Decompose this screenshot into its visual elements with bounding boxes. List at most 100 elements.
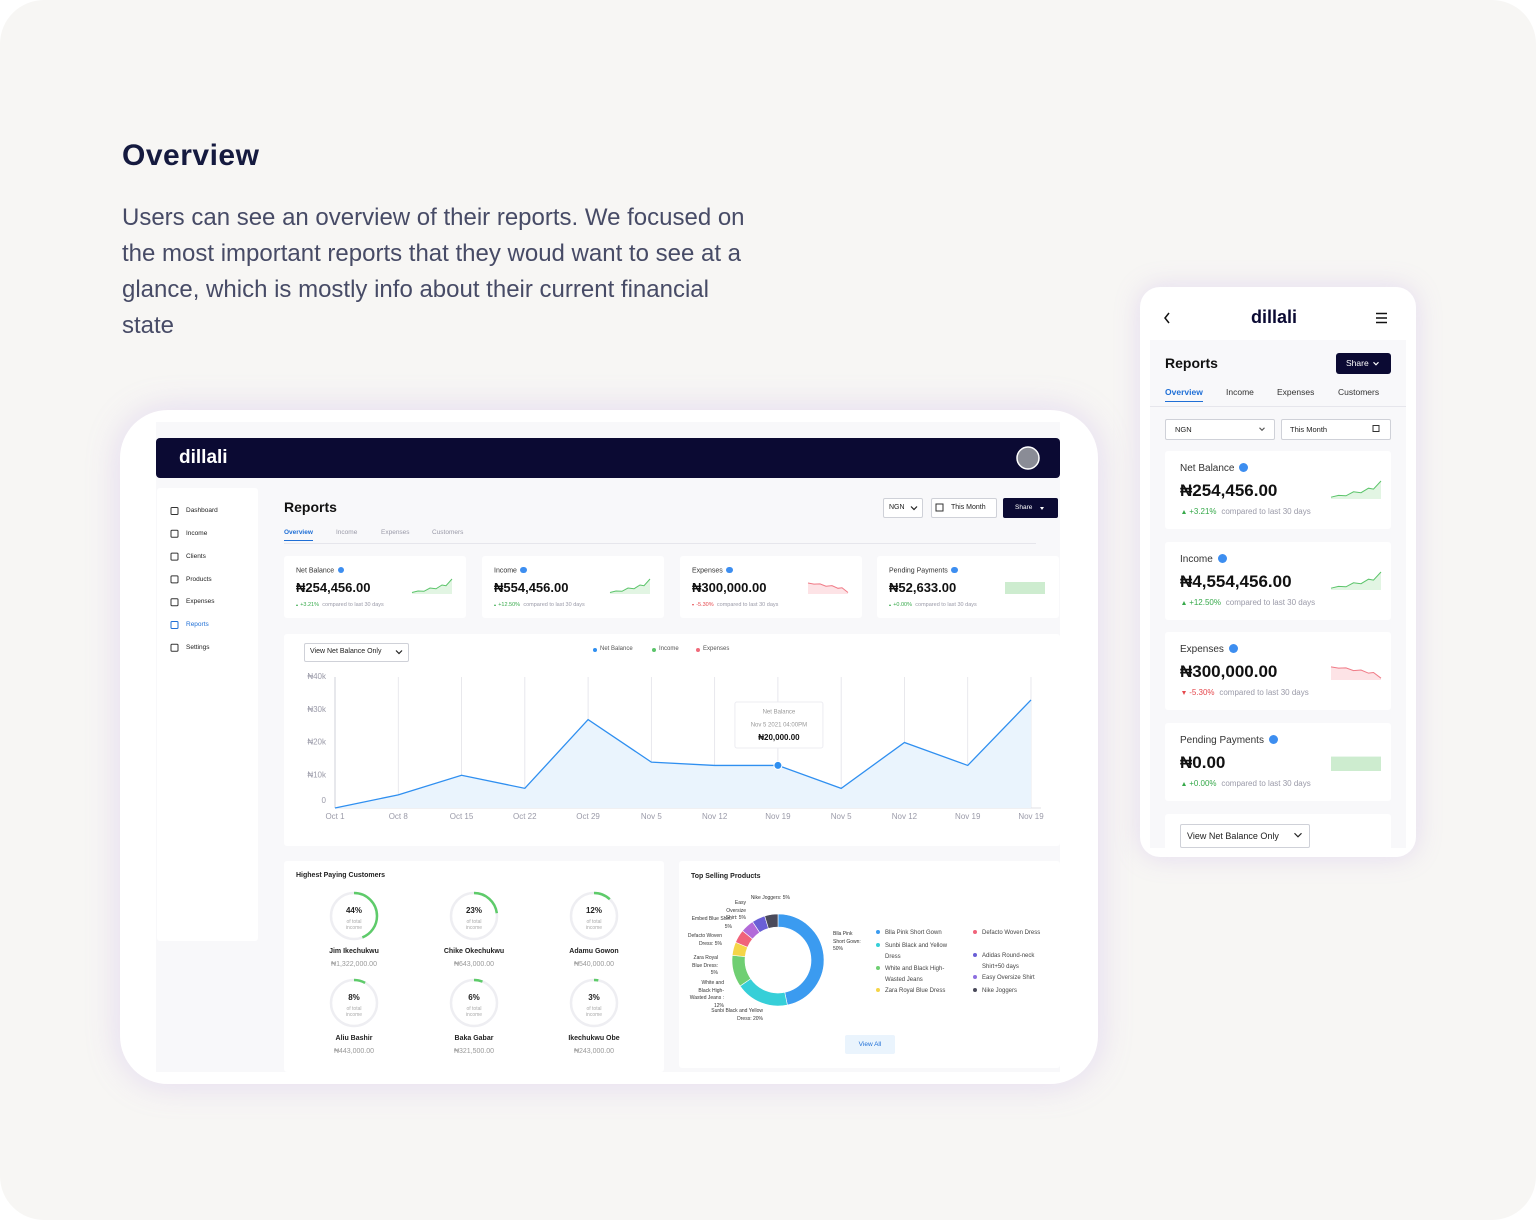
sidebar	[157, 488, 258, 941]
legend-label: Zara Royal Blue Dress	[885, 988, 946, 995]
donut-label: Sunbi Black and Yellow Dress: 20%	[711, 1008, 763, 1022]
card-change: -5.30%	[692, 602, 713, 609]
view-all-button[interactable]	[845, 1035, 895, 1054]
card-note: compared to last 30 days	[1221, 779, 1311, 789]
ring-label: 6%	[468, 993, 480, 1003]
avatar	[1016, 446, 1040, 470]
card-note: compared to last 30 days	[322, 601, 384, 608]
line	[334, 699, 1032, 809]
customer-name: Chike Okechukwu	[443, 947, 505, 955]
panel-title: Top Selling Products	[691, 872, 761, 880]
card-note: compared to last 30 days	[1219, 688, 1309, 698]
card-value: ₦254,456.00	[1180, 480, 1278, 500]
ring-value	[449, 978, 499, 1028]
mobile-header	[1150, 300, 1406, 340]
chevron	[1373, 361, 1379, 366]
sparkline	[609, 578, 651, 593]
sparkline-area	[1331, 666, 1381, 680]
share-button[interactable]	[1003, 498, 1058, 518]
y-tick-label: ₦40k	[307, 672, 327, 681]
card-change: +3.21%	[1182, 507, 1216, 517]
nav-icon	[170, 643, 179, 652]
nav-icon	[170, 529, 179, 538]
legend-label: White and Black High-Wasted Jeans	[885, 966, 945, 984]
legend-label: Nike Joggers	[982, 988, 1018, 995]
section-title: Reports	[1165, 354, 1218, 371]
ring-label: 23%	[465, 906, 482, 916]
card-label: Expenses	[1180, 644, 1238, 656]
legend-dot	[973, 930, 977, 934]
period-select-text: This Month	[951, 503, 986, 511]
ring-note: of total income	[585, 919, 603, 931]
card-change: +12.50%	[1182, 598, 1221, 608]
card-label: Income	[494, 567, 527, 576]
card-value: ₦0.00	[1180, 752, 1226, 772]
card-note: compared to last 30 days	[1225, 598, 1316, 608]
customer-amount: ₦243,000.00	[573, 1047, 615, 1055]
card-change: +12.50%	[494, 602, 520, 609]
share-button-text: Share	[1346, 358, 1369, 369]
customer-amount: ₦540,000.00	[573, 960, 615, 968]
y-tick-label: ₦10k	[307, 770, 327, 779]
sparkline	[1330, 480, 1382, 498]
view-all-text: View All	[858, 1040, 882, 1048]
sparkline	[1005, 582, 1045, 594]
card-change-row: +3.21% compared to last 30 days	[1182, 507, 1311, 517]
back-icon	[1164, 312, 1170, 324]
legend-dot	[973, 975, 977, 979]
x-tick-label: Oct 29	[576, 812, 600, 821]
chart-panel	[284, 634, 1060, 846]
donut-label: White and Black High-Wasted Jeans : 12%	[689, 980, 724, 1009]
chart-dropdown[interactable]	[1180, 824, 1310, 848]
share-button[interactable]	[1336, 353, 1391, 374]
nav-item: Clients	[186, 552, 206, 560]
x-tick-label: Oct 22	[513, 812, 537, 821]
legend-label: Easy Oversize Shirt	[982, 975, 1035, 982]
card-label: Income	[1180, 554, 1227, 566]
currency-select-text: NGN	[1175, 424, 1192, 434]
ring-label: 8%	[348, 993, 360, 1003]
nav-item: Dashboard	[186, 507, 218, 515]
donut-label: Nike Joggers: 5%	[750, 895, 790, 901]
chart-dropdown[interactable]	[304, 643, 409, 662]
sparkline-area	[1331, 572, 1381, 590]
card-change: -5.30%	[1182, 688, 1214, 698]
tab: Customers	[432, 529, 464, 537]
customer-name: Ikechukwu Obe	[568, 1034, 620, 1042]
period-select[interactable]	[931, 498, 997, 518]
legend-dot	[696, 648, 700, 652]
x-tick-label: Oct 1	[325, 812, 345, 821]
period-select[interactable]	[1281, 419, 1391, 440]
donut-label: Blla Pink Short Gown: 50%	[833, 931, 861, 952]
nav-icon	[170, 621, 179, 629]
tab: Customers	[1338, 386, 1380, 397]
chevron	[1294, 832, 1302, 838]
sparkline-area	[1331, 481, 1381, 499]
y-tick-label: ₦20k	[307, 738, 327, 747]
x-tick-label: Nov 19	[765, 812, 791, 821]
card-value: ₦254,456.00	[296, 580, 371, 596]
nav-item: Reports	[186, 621, 209, 629]
legend-dot	[876, 943, 880, 947]
tab: Expenses	[381, 529, 410, 537]
customer-amount: ₦643,000.00	[453, 960, 495, 968]
nav-icon	[170, 507, 179, 515]
ring-value	[329, 891, 379, 941]
tab: Overview	[284, 529, 313, 541]
panel-title: Highest Paying Customers	[296, 871, 386, 879]
legend-dot	[593, 648, 597, 652]
chevron	[1259, 427, 1265, 432]
currency-select-text: NGN	[889, 503, 905, 511]
calendar-icon	[1372, 425, 1380, 432]
card-note: compared to last 30 days	[1221, 507, 1311, 517]
card-change-row: +0.00% compared to last 30 days	[889, 602, 977, 609]
nav-item: Products	[186, 575, 212, 583]
currency-select[interactable]	[883, 498, 923, 518]
currency-select[interactable]	[1165, 419, 1275, 440]
card-note: compared to last 30 days	[716, 601, 779, 608]
customer-amount: ₦1,322,000.00	[331, 960, 377, 968]
x-tick-label: Nov 5	[641, 812, 662, 821]
calendar-icon	[935, 503, 944, 512]
